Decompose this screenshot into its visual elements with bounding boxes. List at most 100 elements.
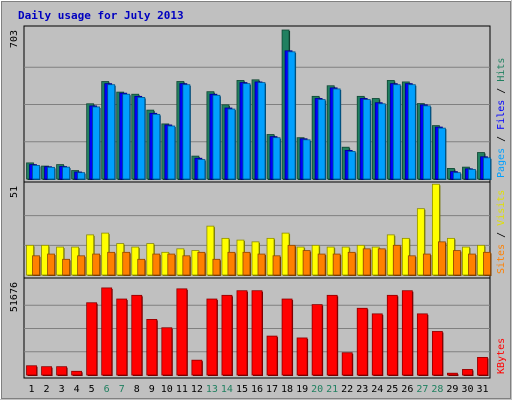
bar xyxy=(362,99,371,180)
bar xyxy=(176,288,188,376)
x-tick-label: 15 xyxy=(236,384,248,395)
bar xyxy=(392,84,401,180)
bar xyxy=(272,137,281,180)
chart-title: Daily usage for July 2013 xyxy=(18,9,184,22)
bar xyxy=(468,169,476,180)
bar xyxy=(302,139,311,180)
bar xyxy=(422,253,431,276)
bar xyxy=(77,255,86,276)
bar xyxy=(431,183,440,276)
bar xyxy=(227,108,236,180)
bar xyxy=(251,290,263,376)
bar xyxy=(281,298,293,376)
bar xyxy=(26,365,37,376)
bar xyxy=(32,165,40,180)
panel-legend: KBytes xyxy=(496,338,507,374)
bar xyxy=(447,372,458,376)
bar xyxy=(302,250,311,276)
bar xyxy=(182,255,191,276)
panel-legend: Sites / Visits xyxy=(496,190,507,274)
bar xyxy=(221,294,233,376)
x-tick-label: 6 xyxy=(104,384,110,395)
bar xyxy=(236,290,248,376)
x-tick-label: 11 xyxy=(176,384,188,395)
bar xyxy=(107,251,116,276)
bar xyxy=(401,290,413,376)
bar xyxy=(407,84,416,180)
bar xyxy=(131,294,143,376)
bar xyxy=(92,253,101,276)
x-tick-label: 14 xyxy=(221,384,233,395)
bar xyxy=(356,307,368,376)
bar xyxy=(257,253,266,276)
legend-entry: / xyxy=(496,130,507,148)
bar xyxy=(146,319,158,376)
bar xyxy=(122,93,131,180)
panel-legend: Pages / Files / Hits xyxy=(496,58,507,178)
bar xyxy=(167,125,176,180)
bar xyxy=(462,369,473,376)
legend-entry: Sites xyxy=(496,244,507,274)
x-tick-label: 19 xyxy=(296,384,308,395)
bar xyxy=(477,356,488,376)
bar xyxy=(197,159,206,180)
series-visits xyxy=(26,183,486,276)
bar xyxy=(152,253,161,276)
bar xyxy=(212,94,221,180)
x-tick-label: 28 xyxy=(431,384,443,395)
bar xyxy=(206,298,218,376)
bar xyxy=(137,258,146,276)
bar xyxy=(242,251,251,276)
bar xyxy=(377,248,386,276)
bar xyxy=(266,335,278,376)
panel-hits-files-pages: 703 Pages / Files / Hits xyxy=(9,25,507,183)
bar xyxy=(137,96,146,180)
bar xyxy=(332,88,341,180)
bar xyxy=(362,248,371,276)
bar xyxy=(317,99,326,180)
bar xyxy=(152,113,161,180)
x-tick-label: 18 xyxy=(281,384,293,395)
bar xyxy=(161,327,173,376)
bar xyxy=(86,302,98,376)
bar xyxy=(62,258,70,276)
x-tick-label: 26 xyxy=(401,384,413,395)
bar xyxy=(347,151,356,180)
bar xyxy=(56,366,67,376)
x-tick-label: 29 xyxy=(446,384,458,395)
bar xyxy=(287,51,296,180)
bar xyxy=(212,258,221,276)
legend-entry: / xyxy=(496,226,507,244)
x-tick-label: 22 xyxy=(341,384,353,395)
bar xyxy=(468,253,476,276)
bar xyxy=(71,370,83,376)
bar xyxy=(296,337,308,376)
bar xyxy=(116,298,128,376)
bar xyxy=(332,253,341,276)
bar xyxy=(386,294,398,376)
x-tick-label: 16 xyxy=(251,384,263,395)
x-tick-label: 8 xyxy=(134,384,140,395)
x-tick-label: 30 xyxy=(461,384,473,395)
bar xyxy=(32,255,40,276)
bar xyxy=(62,166,70,180)
bar xyxy=(191,359,203,376)
bar xyxy=(287,244,296,276)
bar xyxy=(483,157,491,180)
legend-entry: / xyxy=(496,82,507,100)
bar xyxy=(77,172,86,180)
bar xyxy=(483,251,491,276)
bar xyxy=(453,250,461,276)
x-tick-label: 9 xyxy=(149,384,155,395)
bar xyxy=(341,352,353,376)
legend-entry: Hits xyxy=(496,58,507,82)
bar xyxy=(392,244,401,276)
y-max-label: 703 xyxy=(9,30,20,48)
y-max-label: 51676 xyxy=(9,282,20,312)
x-tick-label: 2 xyxy=(44,384,50,395)
legend-entry: Visits xyxy=(496,190,507,226)
series-pages xyxy=(32,51,492,180)
x-axis: 1 2 3 4 5 6 7 8 9 10 11 12 13 14 15 16 17 18 19 20 21 22 23 24 2… xyxy=(29,384,489,395)
